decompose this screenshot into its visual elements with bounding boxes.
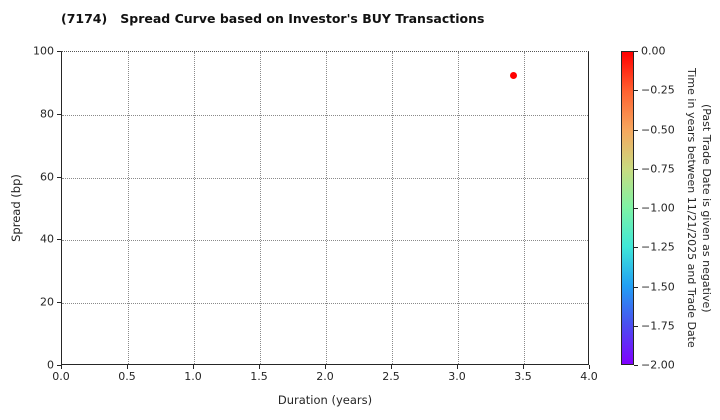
y-gridline	[62, 303, 588, 305]
x-gridline	[524, 52, 525, 364]
x-tick-mark	[391, 365, 392, 369]
colorbar-title-line2: (Past Trade Date is given as negative)	[700, 103, 713, 313]
x-tick-label: 4.0	[580, 370, 598, 383]
x-gridline	[260, 52, 261, 364]
x-tick-mark	[589, 365, 590, 369]
x-gridline	[326, 52, 327, 364]
x-tick-label: 2.5	[382, 370, 400, 383]
colorbar-tick-label: 0.00	[641, 44, 666, 58]
x-tick-label: 3.0	[448, 370, 466, 383]
x-tick-label: 1.5	[250, 370, 268, 383]
x-tick-mark	[61, 365, 62, 369]
y-tick-mark	[57, 302, 61, 304]
x-gridline	[194, 52, 195, 364]
colorbar-tick-mark	[634, 129, 638, 131]
colorbar-title: Time in years between 11/21/2025 and Tra…	[684, 51, 714, 365]
x-tick-mark	[259, 365, 260, 369]
y-tick-label: 60	[40, 170, 54, 184]
y-axis-label: Spread (bp)	[9, 174, 23, 242]
y-tick-label: 20	[40, 295, 54, 309]
x-tick-mark	[523, 365, 524, 369]
x-gridline	[392, 52, 393, 364]
colorbar-tick-label: −1.50	[641, 280, 675, 293]
x-tick-mark	[193, 365, 194, 369]
x-gridline	[458, 52, 459, 364]
colorbar-tick-mark	[634, 90, 638, 92]
colorbar-title-line1: Time in years between 11/21/2025 and Tra…	[685, 68, 698, 348]
colorbar-tick-mark	[634, 325, 638, 327]
colorbar-tick-label: −0.50	[641, 123, 675, 136]
colorbar-tick-label: −2.00	[641, 358, 675, 372]
x-axis-label: Duration (years)	[277, 393, 373, 407]
colorbar-tick-mark	[634, 286, 638, 288]
y-tick-label: 0	[47, 358, 54, 372]
y-gridline	[62, 114, 588, 116]
colorbar	[621, 51, 634, 365]
colorbar-tick-mark	[634, 51, 638, 52]
y-gridline	[62, 240, 588, 242]
chart-title: (7174) Spread Curve based on Investor's …	[61, 11, 485, 26]
y-tick-mark	[57, 239, 61, 241]
colorbar-tick-label: −1.25	[641, 240, 675, 254]
y-gridline	[62, 177, 588, 179]
x-tick-mark	[127, 365, 128, 369]
x-tick-label: 1.0	[184, 370, 202, 383]
colorbar-tick-label: −0.75	[641, 162, 675, 176]
y-tick-mark	[57, 365, 61, 366]
x-tick-label: 0.0	[52, 370, 70, 383]
y-tick-mark	[57, 113, 61, 115]
plot-area	[61, 51, 589, 365]
y-tick-label: 100	[33, 44, 54, 58]
colorbar-tick-mark	[634, 247, 638, 249]
x-gridline	[128, 52, 129, 364]
colorbar-tick-mark	[634, 168, 638, 170]
x-tick-mark	[325, 365, 326, 369]
y-tick-mark	[57, 176, 61, 178]
data-point	[509, 72, 517, 80]
y-tick-label: 40	[40, 232, 54, 246]
x-tick-mark	[457, 365, 458, 369]
colorbar-tick-label: −0.25	[641, 83, 675, 97]
x-tick-label: 3.5	[514, 370, 532, 383]
y-tick-mark	[57, 51, 61, 52]
x-tick-label: 0.5	[118, 370, 136, 383]
colorbar-tick-mark	[634, 208, 638, 209]
x-tick-label: 2.0	[316, 370, 334, 383]
colorbar-tick-label: −1.75	[641, 319, 675, 333]
colorbar-tick-label: −1.00	[641, 201, 675, 215]
colorbar-tick-mark	[634, 365, 638, 366]
y-tick-label: 80	[40, 107, 54, 121]
